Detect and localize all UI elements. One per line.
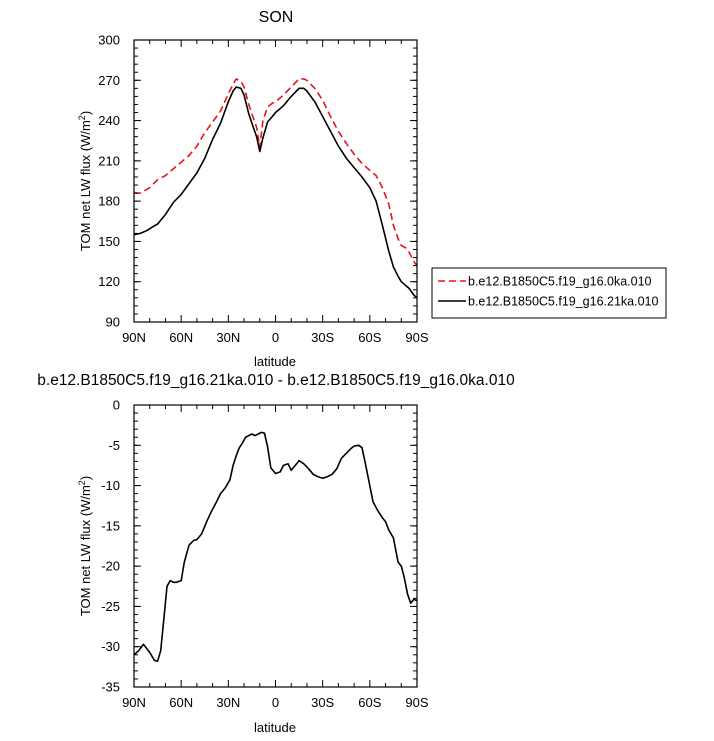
bottom-xtick-label: 0: [272, 695, 279, 710]
bottom-series-line-0: [133, 431, 418, 663]
top-series-group: [133, 78, 418, 299]
bottom-xtick-label: 60S: [358, 695, 381, 710]
legend-label-21ka: b.e12.B1850C5.f19_g16.21ka.010: [468, 295, 658, 309]
top-xtick-label: 90N: [122, 330, 146, 345]
bottom-y-axis-label: TOM net LW flux (W/m2): [77, 476, 93, 616]
top-x-axis-label: latitude: [254, 354, 296, 369]
top-chart-title: SON: [259, 9, 294, 26]
bottom-xtick-label: 90N: [122, 695, 146, 710]
top-ytick-label: 180: [98, 194, 120, 209]
bottom-series-group: [133, 431, 418, 663]
top-ticks: 90N 60N 30N 0 30S 60S 90S 90 120 150 180 210 240 270 3…: [98, 33, 429, 346]
bottom-ytick-label: -10: [101, 478, 120, 493]
top-xtick-label: 60S: [358, 330, 381, 345]
bottom-ticks: 90N 60N 30N 0 30S 60S 90S 0 -5 -10 -15 -20 -25 -30 -35: [101, 398, 429, 711]
top-y-axis-label: TOM net LW flux (W/m2): [77, 111, 93, 251]
top-panel: SON 90N 60N 30N 0 30S 60S 90S 90 120 150 180 210 240…: [77, 9, 667, 369]
legend-label-0ka: b.e12.B1850C5.f19_g16.0ka.010: [468, 275, 652, 289]
top-ytick-label: 150: [98, 234, 120, 249]
top-ytick-label: 120: [98, 274, 120, 289]
bottom-x-axis-label: latitude: [254, 720, 296, 735]
bottom-xtick-label: 60N: [169, 695, 193, 710]
bottom-ytick-label: -30: [101, 639, 120, 654]
top-ytick-label: 210: [98, 153, 120, 168]
top-y-axis-label-sup: 2: [77, 115, 87, 120]
top-xtick-label: 90S: [405, 330, 428, 345]
top-ytick-label: 270: [98, 73, 120, 88]
bottom-ytick-label: -25: [101, 599, 120, 614]
legend-box: [431, 267, 667, 319]
bottom-ytick-label: -5: [108, 438, 120, 453]
top-y-axis-label-close: ): [78, 111, 93, 115]
top-xtick-label: 30S: [311, 330, 334, 345]
top-series-line-1: [133, 86, 418, 299]
top-y-axis-label-main: TOM net LW flux (W/m: [78, 120, 93, 251]
bottom-y-axis-label-close: ): [78, 476, 93, 480]
bottom-ytick-label: 0: [113, 398, 120, 413]
top-plot-frame: [133, 39, 418, 323]
top-ytick-label: 90: [106, 315, 120, 330]
top-xtick-label: 30N: [216, 330, 240, 345]
bottom-xtick-label: 30N: [216, 695, 240, 710]
bottom-chart-title: b.e12.B1850C5.f19_g16.21ka.010 - b.e12.B…: [37, 372, 515, 389]
top-ytick-label: 300: [98, 33, 120, 48]
top-ytick-label: 240: [98, 113, 120, 128]
bottom-y-axis-label-sup: 2: [77, 480, 87, 485]
bottom-plot-frame: [133, 404, 418, 688]
bottom-panel: b.e12.B1850C5.f19_g16.21ka.010 - b.e12.B…: [37, 372, 515, 735]
top-xtick-label: 0: [272, 330, 279, 345]
top-series-line-0: [134, 78, 418, 267]
bottom-xtick-label: 90S: [405, 695, 428, 710]
bottom-ytick-label: -20: [101, 559, 120, 574]
legend: b.e12.B1850C5.f19_g16.0ka.010 b.e12.B185…: [431, 267, 667, 319]
top-xtick-label: 60N: [169, 330, 193, 345]
bottom-ytick-label: -35: [101, 680, 120, 695]
bottom-y-axis-label-main: TOM net LW flux (W/m: [78, 485, 93, 616]
bottom-xtick-label: 30S: [311, 695, 334, 710]
bottom-ytick-label: -15: [101, 518, 120, 533]
